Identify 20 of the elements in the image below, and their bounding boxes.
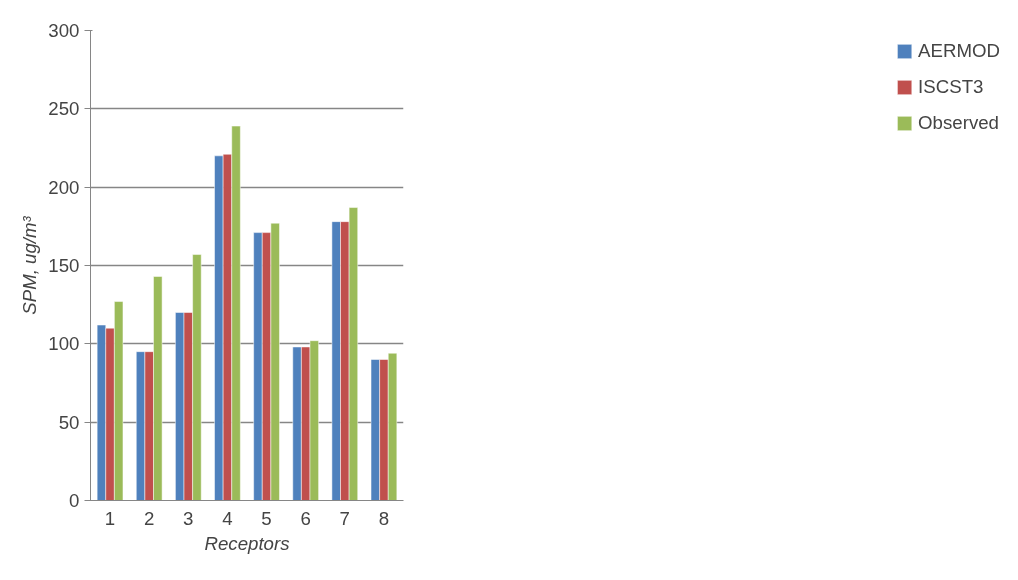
y-tick-label: 200 bbox=[48, 176, 80, 198]
x-tick-label: 5 bbox=[261, 507, 272, 529]
y-tick-label: 50 bbox=[58, 411, 80, 433]
x-axis-title: Receptors bbox=[204, 532, 290, 554]
y-tick-label: 150 bbox=[48, 255, 80, 276]
x-tick-label: 7 bbox=[339, 507, 351, 529]
y-tick-label: 300 bbox=[48, 20, 80, 41]
y-tick-label: 250 bbox=[48, 98, 80, 120]
x-tick-label: 6 bbox=[300, 507, 311, 529]
x-tick-label: 2 bbox=[144, 507, 155, 529]
x-tick-label: 1 bbox=[104, 507, 116, 529]
y-axis-title: SPM, ug/m³ bbox=[19, 215, 41, 315]
y-tick-label: 100 bbox=[48, 333, 80, 355]
legend-label: ISCST3 bbox=[918, 76, 984, 98]
legend-label: Observed bbox=[918, 112, 999, 134]
x-tick-label: 8 bbox=[378, 507, 390, 529]
legend-label: AERMOD bbox=[918, 40, 1000, 62]
y-tick-label: 0 bbox=[69, 490, 80, 511]
x-tick-label: 3 bbox=[183, 507, 194, 529]
x-tick-label: 4 bbox=[222, 507, 233, 529]
